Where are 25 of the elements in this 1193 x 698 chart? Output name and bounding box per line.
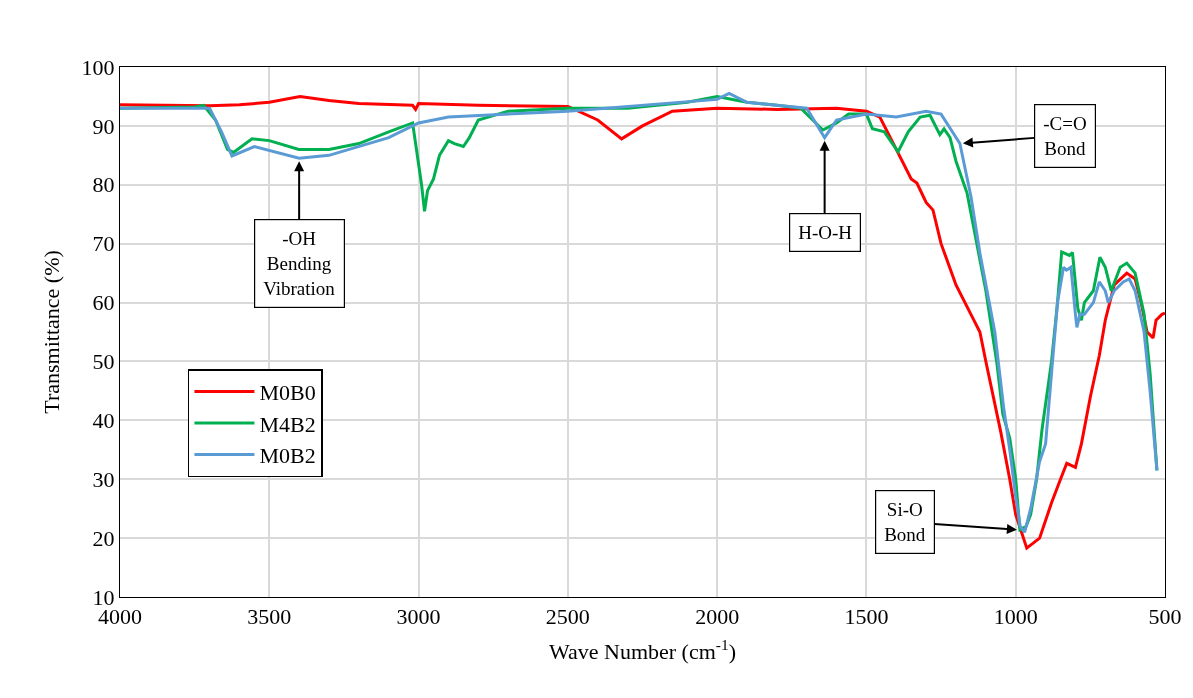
y-tick-label: 80 <box>92 172 115 198</box>
annotation: Si-O Bond <box>884 499 926 545</box>
y-tick-label: 20 <box>92 525 115 551</box>
y-tick-label: 90 <box>92 113 115 139</box>
y-tick-label: 30 <box>92 466 115 492</box>
x-tick-label: 3000 <box>396 604 441 630</box>
x-tick-label: 2000 <box>695 604 740 630</box>
x-tick-label: 1500 <box>844 604 889 630</box>
x-tick-label: 2500 <box>545 604 590 630</box>
annotation: H-O-H <box>798 222 853 244</box>
annotation: -OH Bending Vibration <box>263 228 336 299</box>
y-tick-label: 100 <box>81 54 115 80</box>
x-tick-label: 1000 <box>993 604 1038 630</box>
x-tick-label: 500 <box>1148 604 1182 630</box>
legend-label: M0B0 <box>259 379 316 405</box>
annotation: -C=O Bond <box>1043 113 1087 159</box>
y-tick-label: 60 <box>92 290 115 316</box>
x-axis-title: Wave Number (cm$^{-1}$) <box>549 636 736 665</box>
y-tick-label: 70 <box>92 231 115 257</box>
y-tick-label: 40 <box>92 408 115 434</box>
x-tick-label: 3500 <box>247 604 292 630</box>
legend-label: M0B2 <box>259 443 316 469</box>
y-tick-label: 50 <box>92 349 115 375</box>
y-axis-title: Transmittance (%) <box>39 250 65 414</box>
legend-label: M4B2 <box>259 411 316 437</box>
